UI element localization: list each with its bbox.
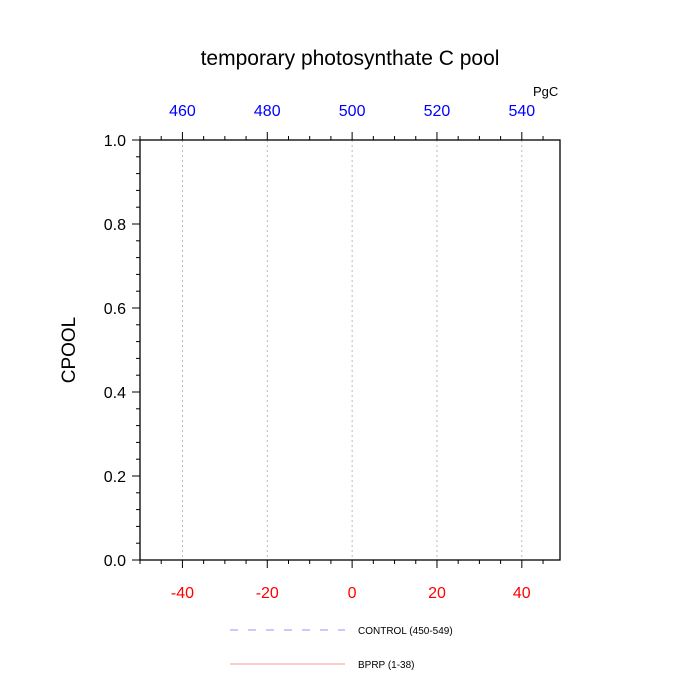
x-top-tick-label: 500 bbox=[339, 103, 366, 120]
x-bottom-tick-label: -20 bbox=[256, 585, 279, 602]
x-bottom-tick-label: 20 bbox=[428, 585, 446, 602]
y-tick-label: 0.2 bbox=[104, 469, 126, 486]
x-top-tick-label: 540 bbox=[508, 103, 535, 120]
y-tick-label: 1.0 bbox=[104, 133, 126, 150]
y-tick-label: 0.6 bbox=[104, 301, 126, 318]
x-top-tick-label: 480 bbox=[254, 103, 281, 120]
legend: CONTROL (450-549) BPRP (1-38) bbox=[230, 626, 453, 671]
plot-frame bbox=[139, 139, 561, 561]
y-tick-label: 0.4 bbox=[104, 385, 126, 402]
axis-ticks bbox=[132, 132, 544, 568]
grid-lines bbox=[182, 140, 523, 560]
chart-title: temporary photosynthate C pool bbox=[201, 47, 500, 70]
legend-label: CONTROL (450-549) bbox=[358, 626, 453, 637]
tick-labels: 0.0 0.2 0.4 0.6 0.8 1.0 -40 -20 0 20 40 460 480 500 52… bbox=[104, 103, 536, 602]
y-axis-label: CPOOL bbox=[59, 317, 80, 384]
legend-label: BPRP (1-38) bbox=[358, 660, 415, 671]
y-tick-label: 0.0 bbox=[104, 553, 126, 570]
x-bottom-tick-label: 0 bbox=[348, 585, 357, 602]
top-axis-unit-label: PgC bbox=[533, 84, 558, 99]
y-tick-label: 0.8 bbox=[104, 217, 126, 234]
x-bottom-tick-label: 40 bbox=[513, 585, 531, 602]
x-top-tick-label: 460 bbox=[169, 103, 196, 120]
x-top-tick-label: 520 bbox=[424, 103, 451, 120]
x-bottom-tick-label: -40 bbox=[171, 585, 194, 602]
